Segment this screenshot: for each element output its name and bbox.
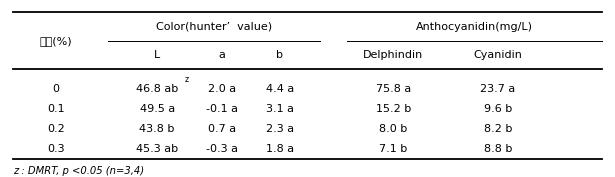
Text: -0.3 a: -0.3 a bbox=[205, 144, 237, 154]
Text: a: a bbox=[218, 50, 225, 60]
Text: 1.8 a: 1.8 a bbox=[266, 144, 294, 154]
Text: L: L bbox=[154, 50, 161, 60]
Text: Anthocyanidin(mg/L): Anthocyanidin(mg/L) bbox=[416, 22, 533, 32]
Text: 45.3 ab: 45.3 ab bbox=[136, 144, 178, 154]
Text: 9.6 b: 9.6 b bbox=[483, 104, 512, 114]
Text: Cyanidin: Cyanidin bbox=[474, 50, 522, 60]
Text: 46.8 ab: 46.8 ab bbox=[136, 84, 178, 94]
Text: 43.8 b: 43.8 b bbox=[140, 124, 175, 134]
Text: 0.1: 0.1 bbox=[47, 104, 65, 114]
Text: 0.3: 0.3 bbox=[47, 144, 65, 154]
Text: -0.1 a: -0.1 a bbox=[205, 104, 237, 114]
Text: 2.0 a: 2.0 a bbox=[207, 84, 236, 94]
Text: z: z bbox=[184, 75, 189, 84]
Text: 0.2: 0.2 bbox=[47, 124, 65, 134]
Text: 8.2 b: 8.2 b bbox=[483, 124, 512, 134]
Text: 0.7 a: 0.7 a bbox=[207, 124, 236, 134]
Text: Color(hunter’  value): Color(hunter’ value) bbox=[156, 22, 272, 32]
Text: 농도(%): 농도(%) bbox=[39, 36, 72, 46]
Text: 15.2 b: 15.2 b bbox=[376, 104, 411, 114]
Text: Delphindin: Delphindin bbox=[363, 50, 424, 60]
Text: 75.8 a: 75.8 a bbox=[376, 84, 411, 94]
Text: 49.5 a: 49.5 a bbox=[140, 104, 175, 114]
Text: 0: 0 bbox=[52, 84, 60, 94]
Text: b: b bbox=[276, 50, 284, 60]
Text: 2.3 a: 2.3 a bbox=[266, 124, 294, 134]
Text: 8.8 b: 8.8 b bbox=[483, 144, 512, 154]
Text: 23.7 a: 23.7 a bbox=[480, 84, 515, 94]
Text: 7.1 b: 7.1 b bbox=[379, 144, 408, 154]
Text: z : DMRT, p <0.05 (n=3,4): z : DMRT, p <0.05 (n=3,4) bbox=[13, 166, 144, 176]
Text: 3.1 a: 3.1 a bbox=[266, 104, 294, 114]
Text: 4.4 a: 4.4 a bbox=[266, 84, 294, 94]
Text: 8.0 b: 8.0 b bbox=[379, 124, 408, 134]
